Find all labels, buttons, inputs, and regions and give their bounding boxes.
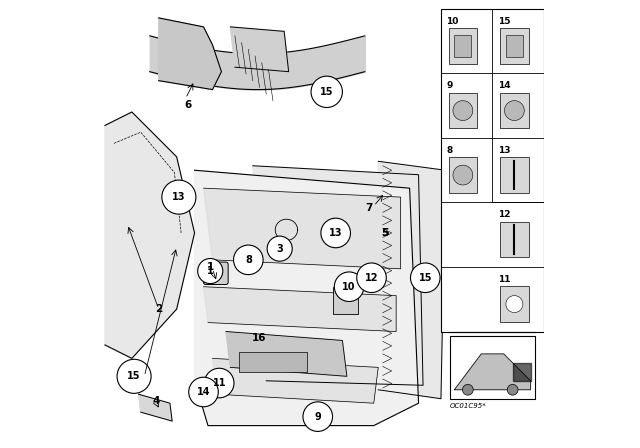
Circle shape — [506, 296, 523, 313]
Bar — [500, 28, 529, 64]
Text: 8: 8 — [245, 255, 252, 265]
Text: 8: 8 — [446, 146, 452, 155]
Circle shape — [189, 377, 218, 407]
Text: 5: 5 — [381, 228, 388, 238]
Text: 2: 2 — [155, 304, 163, 314]
Text: 15: 15 — [127, 371, 141, 381]
Circle shape — [453, 165, 473, 185]
Text: 10: 10 — [446, 17, 458, 26]
Text: 16: 16 — [252, 333, 267, 343]
Text: 9: 9 — [446, 81, 452, 90]
Polygon shape — [105, 112, 195, 358]
Bar — [441, 9, 544, 332]
Circle shape — [267, 236, 292, 261]
Text: 15: 15 — [320, 87, 333, 97]
Polygon shape — [226, 332, 347, 376]
Circle shape — [508, 384, 518, 395]
Text: 13: 13 — [172, 192, 186, 202]
Circle shape — [198, 258, 223, 284]
Circle shape — [463, 384, 473, 395]
Text: OC01C95*: OC01C95* — [450, 403, 486, 409]
Text: 5: 5 — [381, 228, 388, 238]
Bar — [449, 28, 477, 64]
Polygon shape — [454, 354, 531, 390]
Text: 4: 4 — [153, 396, 160, 406]
Polygon shape — [195, 170, 419, 426]
Text: 10: 10 — [342, 282, 356, 292]
Bar — [454, 35, 471, 57]
Circle shape — [453, 101, 473, 121]
Polygon shape — [253, 166, 423, 385]
Bar — [500, 286, 529, 322]
Text: 1: 1 — [207, 266, 214, 276]
Text: 11: 11 — [498, 275, 510, 284]
Bar — [450, 336, 535, 399]
Text: 14: 14 — [196, 387, 211, 397]
Text: 14: 14 — [498, 81, 510, 90]
Text: 15: 15 — [498, 17, 510, 26]
Circle shape — [303, 402, 333, 431]
Text: 11: 11 — [212, 378, 226, 388]
Text: 13: 13 — [329, 228, 342, 238]
Text: 7: 7 — [365, 203, 373, 213]
Text: 3: 3 — [276, 244, 283, 254]
FancyBboxPatch shape — [204, 262, 228, 284]
Text: 15: 15 — [419, 273, 432, 283]
Polygon shape — [513, 363, 531, 381]
Circle shape — [204, 368, 234, 398]
Text: 12: 12 — [498, 210, 510, 219]
Circle shape — [410, 263, 440, 293]
Polygon shape — [159, 18, 221, 90]
Bar — [333, 287, 358, 314]
Polygon shape — [212, 358, 378, 403]
Bar — [506, 35, 523, 57]
Circle shape — [162, 180, 196, 214]
Text: 6: 6 — [184, 100, 191, 110]
Circle shape — [234, 245, 263, 275]
Bar — [449, 157, 477, 193]
Text: 1: 1 — [207, 262, 214, 271]
Circle shape — [504, 101, 524, 121]
Circle shape — [356, 263, 387, 293]
Bar — [449, 93, 477, 128]
Circle shape — [334, 272, 364, 302]
Bar — [239, 352, 307, 372]
Polygon shape — [378, 161, 445, 399]
Text: 9: 9 — [314, 412, 321, 422]
Text: 13: 13 — [498, 146, 510, 155]
Bar — [500, 93, 529, 128]
Polygon shape — [204, 188, 401, 269]
Bar — [500, 157, 529, 193]
Polygon shape — [139, 394, 172, 421]
Text: 12: 12 — [365, 273, 378, 283]
Polygon shape — [230, 27, 289, 72]
Polygon shape — [204, 287, 396, 332]
Circle shape — [321, 218, 351, 248]
Circle shape — [117, 359, 151, 393]
Circle shape — [311, 76, 342, 108]
Bar — [500, 222, 529, 257]
